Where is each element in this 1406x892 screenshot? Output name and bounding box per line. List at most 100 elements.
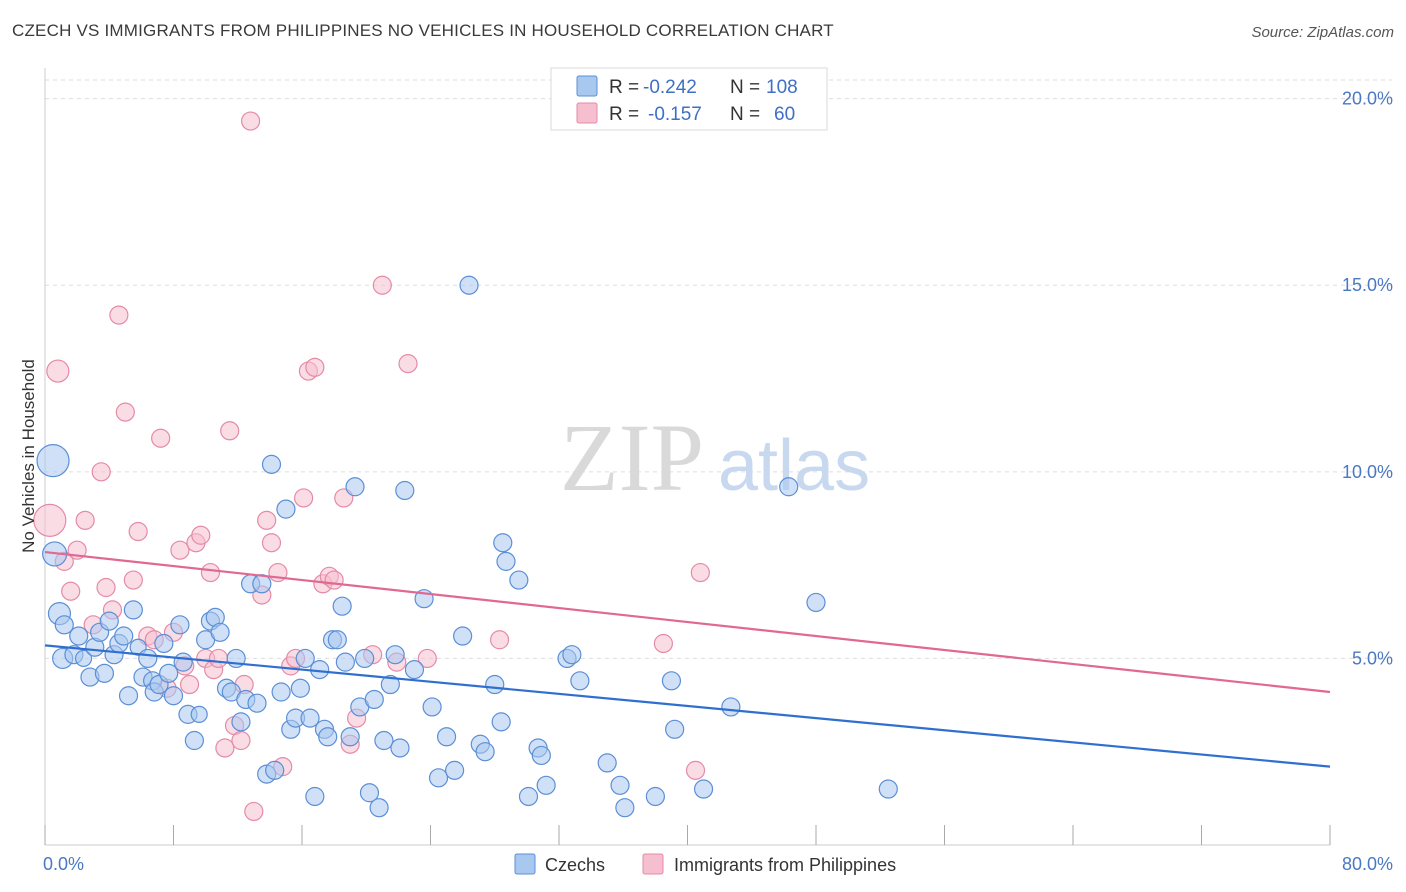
x-tick-label-min: 0.0% (43, 854, 84, 874)
czech-point (380, 674, 400, 695)
czech-point (276, 499, 296, 519)
philippines-point (75, 510, 95, 530)
czech-point (806, 592, 826, 613)
x-tick-label-max: 80.0% (1342, 854, 1393, 874)
trend-lines (44, 550, 1331, 768)
legend-r-value-philippines: -0.157 (648, 104, 702, 125)
czech-point (436, 727, 457, 747)
philippines-point (33, 503, 67, 537)
czech-point (661, 671, 682, 691)
source-credit: Source: ZipAtlas.com (1251, 24, 1394, 41)
czech-point (159, 663, 179, 683)
czech-point (170, 615, 190, 635)
philippines-point (115, 402, 135, 422)
czech-point (345, 477, 365, 497)
czech-point (163, 686, 184, 706)
y-tick-label: 10.0% (1342, 462, 1393, 482)
philippines-point (109, 305, 129, 325)
czech-point (693, 779, 714, 799)
philippines-point (200, 562, 221, 583)
czech-point (493, 533, 513, 553)
trend-line-philippines (44, 550, 1331, 694)
legend-swatch-czechs (576, 75, 598, 97)
czech-point (265, 760, 285, 780)
czech-point (340, 727, 360, 747)
czech-point (318, 727, 338, 747)
czech-point (305, 786, 325, 807)
philippines-point (220, 421, 240, 441)
grid-lines (45, 79, 1392, 659)
czech-point (570, 671, 590, 691)
czech-point (154, 633, 174, 654)
czech-point (444, 760, 465, 780)
bottom-legend-philippines: Immigrants from Philippines (674, 855, 896, 875)
czech-point (184, 730, 204, 751)
czech-point (300, 708, 320, 728)
czech-point (118, 686, 139, 706)
czech-point (390, 738, 410, 758)
legend-r-label-philippines: R = (609, 104, 639, 125)
czech-point (94, 663, 115, 683)
y-tick-label: 20.0% (1342, 89, 1393, 109)
philippines-point (231, 730, 251, 751)
czech-point (271, 682, 291, 702)
philippines-point (294, 488, 314, 508)
philippines-point (324, 570, 344, 590)
czech-point (190, 705, 208, 723)
czech-point (404, 660, 425, 680)
czech-point (453, 626, 473, 646)
chart-title: CZECH VS IMMIGRANTS FROM PHILIPPINES NO … (12, 21, 834, 40)
czech-point (518, 786, 539, 807)
philippines-point (215, 738, 235, 758)
czech-point (74, 649, 93, 668)
czech-point (395, 480, 415, 501)
philippines-point (123, 570, 143, 590)
bottom-legend-swatch-czechs (514, 853, 536, 875)
czech-point (428, 768, 449, 788)
czech-point (496, 551, 516, 571)
philippines-point (241, 111, 261, 131)
y-axis-label: No Vehicles in Household (19, 359, 38, 553)
trend-line-czechs (44, 644, 1331, 768)
philippines-point (257, 510, 277, 530)
czech-point (665, 719, 685, 739)
philippines-point (151, 428, 171, 448)
czech-point (374, 730, 394, 751)
czech-point (491, 712, 511, 732)
czech-point (475, 742, 495, 762)
legend-r-value-czechs: -0.242 (643, 77, 697, 98)
czech-point (210, 622, 230, 642)
czech-point (509, 570, 529, 590)
philippines-point (372, 275, 392, 295)
philippines-point (244, 801, 264, 822)
philippines-point (690, 562, 710, 583)
czech-point (261, 454, 282, 474)
bottom-legend-swatch-philippines (642, 853, 664, 875)
czech-point (252, 574, 272, 594)
czech-point (531, 745, 551, 766)
legend-n-value-czechs: 108 (766, 77, 798, 98)
philippines-point (191, 525, 211, 545)
czech-point (123, 600, 143, 620)
philippines-point (653, 633, 674, 654)
czech-point (335, 652, 355, 672)
philippines-point (96, 577, 116, 598)
bottom-legend: Czechs Immigrants from Philippines (514, 853, 896, 875)
czech-point (385, 645, 405, 665)
czech-point (422, 697, 442, 717)
czech-point (369, 798, 389, 818)
czech-point (459, 275, 479, 295)
czech-point (99, 611, 119, 631)
czech-point (364, 689, 384, 710)
legend-n-value-philippines: 60 (774, 104, 795, 125)
watermark-zip: ZIP (560, 404, 704, 511)
legend-r-label-czechs: R = (609, 77, 639, 98)
philippines-point (261, 533, 282, 553)
top-legend: R = -0.242 N = 108 R = -0.157 N = 60 (550, 67, 828, 131)
czech-point (138, 648, 158, 669)
czech-point (295, 648, 315, 669)
czech-point (359, 783, 380, 803)
czech-point (290, 678, 310, 698)
philippines-point (179, 674, 200, 695)
